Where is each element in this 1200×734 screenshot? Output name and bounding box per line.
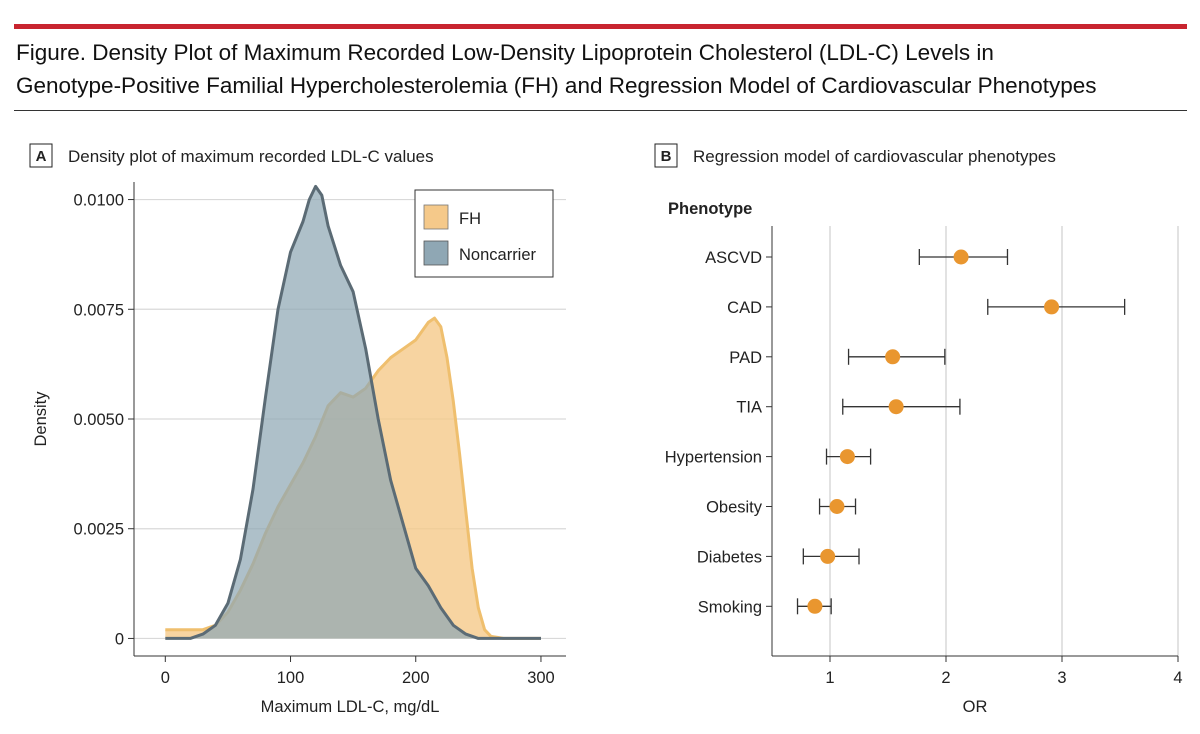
legend-noncarrier-label: Noncarrier: [459, 246, 537, 264]
density-y-tick-label: 0.0100: [74, 192, 124, 210]
panel-b-header: B Regression model of cardiovascular phe…: [654, 143, 1056, 168]
density-x-axis-label: Maximum LDL-C, mg/dL: [261, 698, 440, 716]
density-x-tick-label: 200: [402, 669, 430, 687]
forest-rows: ASCVD CAD PAD TIA Hypertension Obesity Diabete…: [665, 249, 1126, 616]
phenotype-label-hypertension: Hypertension: [665, 449, 762, 467]
phenotype-label-tia: TIA: [736, 399, 762, 417]
or-point-obesity: [829, 499, 845, 514]
figure-title: Figure. Density Plot of Maximum Recorded…: [16, 36, 1186, 102]
legend-fh-swatch: [423, 204, 449, 230]
forest-x-tick-label: 1: [825, 669, 834, 687]
panel-b-letter: B: [661, 148, 672, 165]
forest-gridlines: [829, 226, 1179, 656]
panel-a-letter-box: [29, 143, 53, 168]
phenotype-label-obesity: Obesity: [706, 499, 763, 517]
figure-title-line-2: Genotype-Positive Familial Hypercholeste…: [16, 73, 1097, 98]
noncarrier-density-area: [165, 186, 542, 639]
or-point-smoking: [807, 598, 823, 614]
density-y-tick-label: 0.0050: [74, 411, 124, 429]
or-point-diabetes: [820, 548, 836, 564]
panel-a-header: A Density plot of maximum recorded LDL-C…: [29, 143, 434, 168]
forest-x-axis-label: OR: [963, 698, 988, 716]
density-x-tick-label: 0: [161, 669, 170, 687]
density-axes: 0 0.0025 0.0050 0.0075 0.0100 0 100 200 300: [74, 182, 566, 687]
phenotype-label-smoking: Smoking: [698, 598, 762, 616]
figure-title-line-1: Figure. Density Plot of Maximum Recorded…: [16, 40, 994, 65]
density-y-axis-label: Density: [32, 391, 50, 447]
density-legend: FH Noncarrier: [414, 189, 554, 278]
or-point-ascvd: [953, 249, 969, 265]
or-point-cad: [1044, 299, 1060, 315]
forest-plot: Phenotype 1 2 3 4 ASCVD CAD PAD TIA Hypertensio…: [665, 200, 1183, 716]
phenotype-label-ascvd: ASCVD: [705, 249, 762, 267]
or-point-hypertension: [839, 449, 855, 465]
density-y-tick-label: 0.0075: [74, 301, 124, 319]
panel-a-title: Density plot of maximum recorded LDL-C v…: [68, 147, 434, 166]
or-point-pad: [885, 349, 901, 365]
phenotype-label-diabetes: Diabetes: [697, 548, 762, 566]
density-plot: 0 0.0025 0.0050 0.0075 0.0100 0 100 200 300 Maxi…: [32, 182, 566, 716]
title-divider: [14, 110, 1187, 111]
forest-x-tick-label: 3: [1057, 669, 1066, 687]
forest-x-tick-label: 4: [1173, 669, 1182, 687]
forest-axes: 1 2 3 4: [766, 226, 1183, 687]
density-y-tick-label: 0: [115, 630, 124, 648]
phenotype-label-pad: PAD: [729, 349, 762, 367]
density-y-tick-label: 0.0025: [74, 521, 124, 539]
density-areas: [165, 184, 542, 640]
legend-noncarrier-swatch: [423, 240, 449, 266]
noncarrier-density-area-outline: [165, 184, 541, 640]
forest-x-tick-label: 2: [941, 669, 950, 687]
panel-b-letter-box: [654, 143, 678, 168]
panel-a-letter: A: [36, 148, 47, 165]
density-x-tick-label: 300: [527, 669, 555, 687]
accent-bar: [14, 24, 1187, 29]
panel-b-title: Regression model of cardiovascular pheno…: [693, 147, 1056, 166]
or-point-tia: [888, 399, 904, 415]
density-x-tick-label: 100: [277, 669, 305, 687]
legend-fh-label: FH: [459, 210, 481, 228]
phenotype-column-header: Phenotype: [668, 200, 752, 218]
phenotype-label-cad: CAD: [727, 299, 762, 317]
